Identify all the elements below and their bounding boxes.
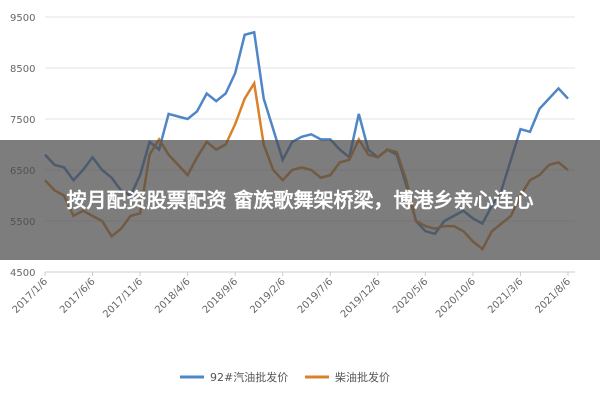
x-tick-label: 2020/10/6 xyxy=(434,276,478,320)
x-tick-label: 2017/6/6 xyxy=(58,276,98,316)
y-tick-label: 8500 xyxy=(10,64,35,75)
x-tick-label: 2019/2/6 xyxy=(248,276,288,316)
overlay-banner: 按月配资股票配资 畲族歌舞架桥梁，博港乡亲心连心 xyxy=(0,140,600,260)
y-tick-label: 9500 xyxy=(10,13,35,24)
x-tick-label: 2018/9/6 xyxy=(201,276,241,316)
overlay-text: 按月配资股票配资 畲族歌舞架桥梁，博港乡亲心连心 xyxy=(66,188,534,212)
x-tick-label: 2021/3/6 xyxy=(486,276,526,316)
x-tick-label: 2019/7/6 xyxy=(296,276,336,316)
x-tick-label: 2020/5/6 xyxy=(391,276,431,316)
x-tick-label: 2017/11/6 xyxy=(101,276,145,320)
x-tick-label: 2018/4/6 xyxy=(153,276,193,316)
x-tick-label: 2019/12/6 xyxy=(339,276,383,320)
y-tick-label: 7500 xyxy=(10,115,35,126)
y-tick-label: 4500 xyxy=(10,268,35,279)
legend-label: 92#汽油批发价 xyxy=(210,370,288,384)
x-tick-label: 2021/8/6 xyxy=(534,276,574,316)
x-tick-label: 2017/1/6 xyxy=(11,276,51,316)
legend-label: 柴油批发价 xyxy=(335,370,390,384)
